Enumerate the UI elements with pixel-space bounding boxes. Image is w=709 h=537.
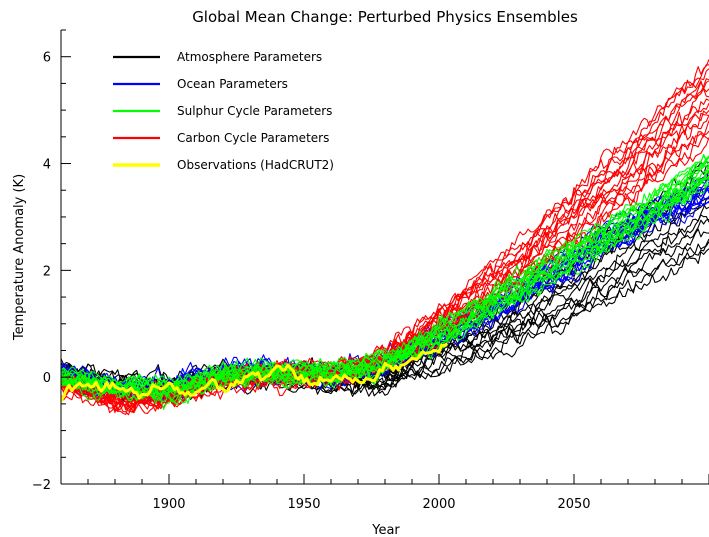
x-axis-title: Year <box>371 523 400 537</box>
legend-entry: Ocean Parameters <box>113 77 288 91</box>
y-tick-label: −2 <box>32 478 51 493</box>
series-sulphur-cycle-parameters <box>61 153 709 410</box>
y-tick-label: 0 <box>43 371 51 386</box>
ensemble-member-line <box>61 155 709 400</box>
legend-label: Carbon Cycle Parameters <box>177 131 329 145</box>
legend-label: Atmosphere Parameters <box>177 50 322 64</box>
legend-entry: Carbon Cycle Parameters <box>113 131 329 145</box>
series-layer <box>61 59 709 416</box>
observations-line <box>61 342 449 403</box>
legend-entry: Atmosphere Parameters <box>113 50 322 64</box>
legend-label: Observations (HadCRUT2) <box>177 158 334 172</box>
y-axis-title: Temperature Anomaly (K) <box>12 174 27 341</box>
x-tick-label: 1900 <box>152 497 185 512</box>
y-tick-label: 4 <box>43 158 51 173</box>
y-tick-label: 6 <box>43 51 51 66</box>
tick-labels: 1900 1950 2000 2050 −2 0 2 4 6 <box>32 51 591 512</box>
x-tick-label: 2050 <box>557 497 590 512</box>
y-tick-label: 2 <box>43 264 51 279</box>
axes <box>60 29 709 485</box>
legend-label: Sulphur Cycle Parameters <box>177 104 332 118</box>
ensemble-member-line <box>61 170 709 405</box>
legend-label: Ocean Parameters <box>177 77 288 91</box>
legend-entry: Observations (HadCRUT2) <box>113 158 334 172</box>
legend: Atmosphere Parameters Ocean Parameters Sul… <box>113 50 334 172</box>
ensemble-member-line <box>61 78 709 407</box>
chart-title: Global Mean Change: Perturbed Physics En… <box>192 8 578 26</box>
x-tick-label: 1950 <box>287 497 320 512</box>
ensemble-member-line <box>61 155 709 390</box>
legend-entry: Sulphur Cycle Parameters <box>113 104 332 118</box>
x-tick-label: 2000 <box>422 497 455 512</box>
